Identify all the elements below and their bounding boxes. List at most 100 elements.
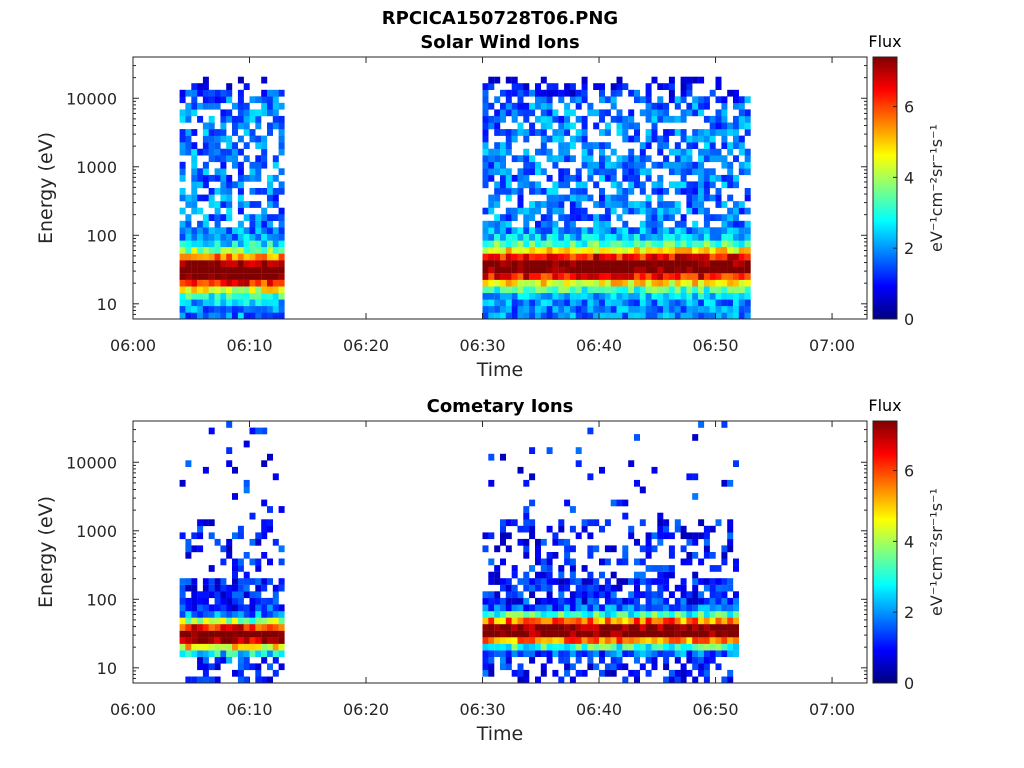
heatmap-cell bbox=[622, 240, 629, 248]
heatmap-cell bbox=[220, 545, 227, 553]
heatmap-cell bbox=[622, 512, 629, 520]
heatmap-cell bbox=[651, 214, 658, 221]
heatmap-cell bbox=[657, 597, 664, 605]
heatmap-cell bbox=[226, 142, 233, 149]
heatmap-cell bbox=[517, 129, 524, 136]
heatmap-cell bbox=[569, 194, 576, 202]
heatmap-cell bbox=[651, 161, 658, 169]
heatmap-cell bbox=[552, 194, 559, 202]
heatmap-cell bbox=[587, 161, 594, 169]
heatmap-cell bbox=[639, 161, 646, 169]
heatmap-cell bbox=[191, 545, 198, 553]
heatmap-cell bbox=[616, 663, 623, 671]
heatmap-cell bbox=[692, 624, 699, 631]
heatmap-cell bbox=[208, 299, 215, 307]
heatmap-cell bbox=[494, 299, 501, 307]
heatmap-cell bbox=[558, 299, 565, 307]
heatmap-cell bbox=[686, 637, 693, 644]
heatmap-cell bbox=[214, 168, 221, 176]
heatmap-cell bbox=[214, 260, 221, 267]
heatmap-cell bbox=[593, 597, 600, 605]
heatmap-cell bbox=[494, 286, 501, 294]
heatmap-cell bbox=[517, 663, 524, 671]
heatmap-cell bbox=[505, 630, 512, 638]
heatmap-cell bbox=[727, 538, 734, 546]
heatmap-cell bbox=[703, 525, 710, 533]
heatmap-cell bbox=[197, 643, 204, 651]
heatmap-cell bbox=[255, 260, 262, 267]
heatmap-cell bbox=[703, 253, 710, 261]
heatmap-cell bbox=[703, 532, 710, 540]
heatmap-cell bbox=[564, 89, 571, 97]
heatmap-cell bbox=[709, 591, 716, 599]
heatmap-cell bbox=[208, 240, 215, 248]
heatmap-cell bbox=[226, 194, 233, 202]
heatmap-cell bbox=[657, 135, 664, 143]
heatmap-cell bbox=[599, 286, 605, 294]
heatmap-cell bbox=[616, 292, 623, 300]
heatmap-cell bbox=[581, 181, 588, 189]
heatmap-cell bbox=[261, 427, 268, 435]
heatmap-cell bbox=[587, 519, 594, 527]
heatmap-cell bbox=[564, 292, 571, 300]
heatmap-cell bbox=[680, 188, 687, 195]
heatmap-cell bbox=[674, 253, 681, 261]
heatmap-cell bbox=[494, 214, 501, 221]
heatmap-cell bbox=[243, 273, 250, 280]
heatmap-cell bbox=[663, 129, 670, 136]
heatmap-cell bbox=[191, 227, 198, 234]
heatmap-cell bbox=[202, 676, 209, 684]
heatmap-cell bbox=[220, 89, 227, 97]
heatmap-cell bbox=[634, 207, 640, 215]
heatmap-cell bbox=[604, 584, 611, 592]
heatmap-cell bbox=[232, 604, 238, 612]
heatmap-cell bbox=[185, 89, 192, 97]
heatmap-cell bbox=[599, 584, 605, 592]
heatmap-cell bbox=[249, 624, 256, 631]
heatmap-cell bbox=[488, 279, 495, 287]
heatmap-cell bbox=[738, 109, 745, 117]
heatmap-cell bbox=[214, 240, 221, 248]
heatmap-cell bbox=[663, 135, 670, 143]
heatmap-cell bbox=[680, 676, 687, 684]
heatmap-cell bbox=[738, 305, 745, 313]
heatmap-cell bbox=[663, 253, 670, 261]
heatmap-cell bbox=[610, 604, 617, 612]
heatmap-cell bbox=[249, 650, 256, 657]
heatmap-cell bbox=[505, 96, 512, 104]
heatmap-cell bbox=[686, 279, 693, 287]
heatmap-cell bbox=[249, 604, 256, 612]
heatmap-cell bbox=[674, 286, 681, 294]
heatmap-cell bbox=[261, 637, 268, 644]
heatmap-cell bbox=[494, 643, 501, 651]
heatmap-cell bbox=[616, 611, 623, 618]
heatmap-cell bbox=[243, 233, 250, 241]
heatmap-cell bbox=[680, 611, 687, 618]
heatmap-cell bbox=[715, 643, 722, 651]
heatmap-cell bbox=[634, 624, 640, 631]
heatmap-cell bbox=[686, 630, 693, 638]
heatmap-cell bbox=[494, 604, 501, 612]
heatmap-cell bbox=[564, 538, 571, 546]
heatmap-cell bbox=[500, 214, 506, 221]
heatmap-cell bbox=[517, 246, 524, 254]
heatmap-cell bbox=[587, 597, 594, 605]
heatmap-cell bbox=[575, 637, 582, 644]
heatmap-cell bbox=[272, 597, 279, 605]
heatmap-cell bbox=[599, 266, 605, 274]
heatmap-cell bbox=[482, 299, 489, 307]
heatmap-cell bbox=[569, 233, 576, 241]
heatmap-cell bbox=[179, 253, 186, 261]
heatmap-cell bbox=[593, 617, 600, 625]
heatmap-cell bbox=[581, 135, 588, 143]
heatmap-cell bbox=[482, 650, 489, 657]
heatmap-cell bbox=[482, 292, 489, 300]
heatmap-cell bbox=[500, 525, 506, 533]
heatmap-cell bbox=[197, 299, 204, 307]
heatmap-cell bbox=[657, 624, 664, 631]
heatmap-cell bbox=[686, 253, 693, 261]
heatmap-cell bbox=[668, 545, 675, 553]
heatmap-cell bbox=[564, 214, 571, 221]
heatmap-cell bbox=[272, 584, 279, 592]
heatmap-cell bbox=[628, 630, 635, 638]
